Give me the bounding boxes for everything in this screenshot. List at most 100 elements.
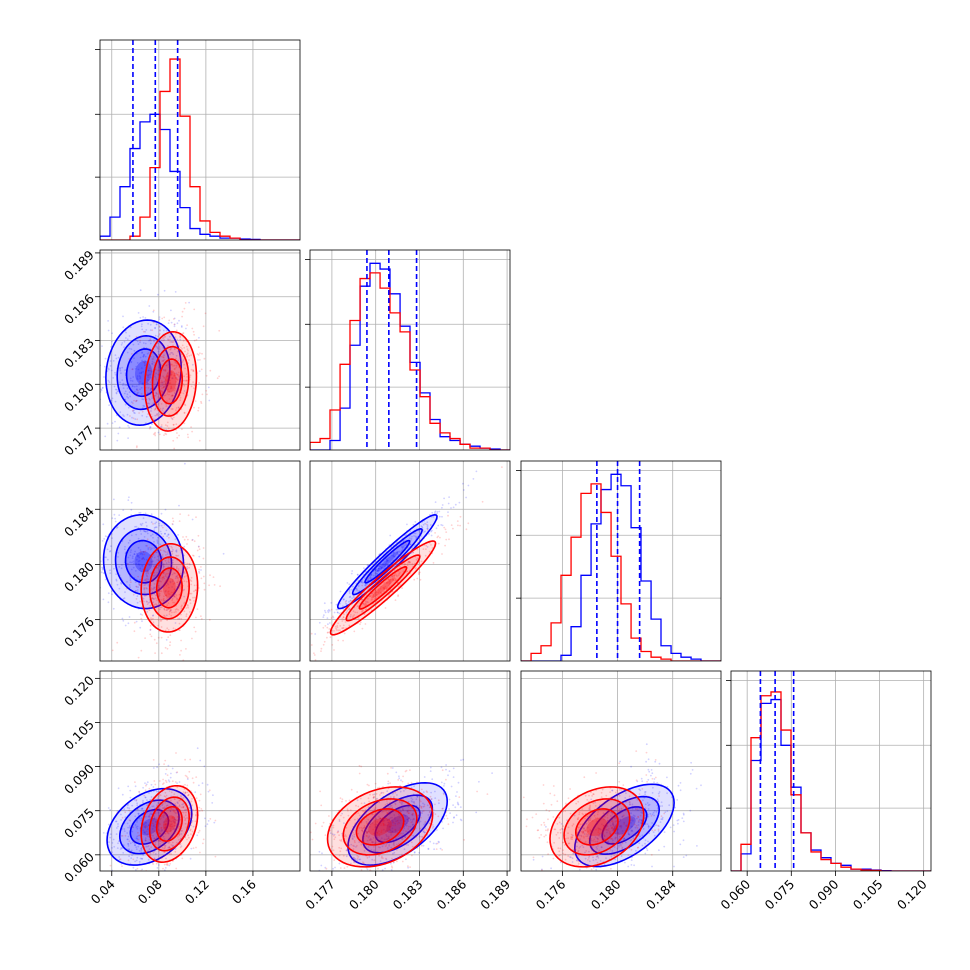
scatter-point bbox=[395, 771, 398, 774]
scatter-point bbox=[366, 831, 368, 834]
scatter-point bbox=[174, 850, 177, 853]
scatter-point bbox=[194, 791, 197, 794]
scatter-point bbox=[163, 316, 166, 319]
scatter-point bbox=[311, 838, 314, 841]
scatter-point bbox=[627, 831, 630, 833]
scatter-point bbox=[175, 390, 178, 393]
density-fill bbox=[134, 551, 153, 573]
scatter-point bbox=[392, 852, 394, 855]
scatter-point bbox=[101, 568, 104, 571]
scatter-point bbox=[183, 580, 186, 582]
scatter-point bbox=[118, 840, 120, 843]
scatter-point bbox=[171, 599, 174, 602]
scatter-point bbox=[441, 504, 444, 506]
scatter-point bbox=[627, 832, 630, 835]
scatter-point bbox=[143, 826, 146, 828]
scatter-point bbox=[612, 821, 614, 824]
scatter-point bbox=[346, 865, 349, 868]
scatter-point bbox=[380, 567, 382, 570]
scatter-point bbox=[182, 811, 185, 814]
scatter-point bbox=[381, 869, 384, 871]
panel-frame bbox=[99, 460, 301, 662]
scatter-point bbox=[167, 592, 170, 595]
scatter-point bbox=[357, 832, 359, 835]
scatter-point bbox=[356, 857, 359, 860]
scatter-point bbox=[399, 584, 401, 586]
scatter-point bbox=[162, 599, 165, 602]
scatter-point bbox=[387, 835, 390, 838]
scatter-point bbox=[91, 844, 93, 846]
scatter-point bbox=[376, 573, 378, 575]
scatter-point bbox=[384, 845, 387, 848]
scatter-point bbox=[185, 811, 187, 814]
scatter-point bbox=[360, 610, 363, 613]
scatter-point bbox=[140, 649, 143, 652]
scatter-point bbox=[654, 776, 657, 779]
scatter-point bbox=[162, 535, 165, 538]
scatter-point bbox=[330, 617, 333, 619]
scatter-point bbox=[343, 598, 345, 600]
scatter-point bbox=[386, 800, 388, 802]
scatter-point bbox=[148, 367, 151, 370]
scatter-point bbox=[425, 523, 428, 526]
scatter-point bbox=[141, 352, 143, 354]
scatter-point bbox=[558, 816, 561, 819]
scatter-point bbox=[118, 426, 121, 429]
scatter-point bbox=[352, 615, 354, 618]
scatter-point bbox=[115, 833, 118, 835]
scatter-point bbox=[152, 418, 155, 421]
scatter-point bbox=[154, 418, 157, 421]
scatter-point bbox=[65, 549, 67, 551]
scatter-point bbox=[172, 583, 175, 585]
scatter-point bbox=[150, 410, 152, 412]
scatter-point bbox=[595, 858, 597, 861]
scatter-point bbox=[152, 614, 155, 617]
scatter-point bbox=[425, 548, 427, 550]
scatter-point bbox=[378, 567, 380, 570]
scatter-point bbox=[183, 572, 186, 574]
scatter-point bbox=[187, 794, 190, 797]
scatter-point bbox=[397, 574, 400, 577]
scatter-point bbox=[368, 825, 371, 828]
scatter-point bbox=[136, 392, 139, 395]
scatter-point bbox=[164, 394, 167, 397]
scatter-point bbox=[394, 572, 397, 575]
scatter-point bbox=[135, 388, 138, 391]
scatter-point bbox=[415, 836, 417, 838]
scatter-point bbox=[370, 838, 373, 841]
scatter-point bbox=[371, 841, 373, 843]
scatter-point bbox=[174, 367, 176, 370]
scatter-point bbox=[169, 348, 172, 351]
scatter-point bbox=[382, 586, 385, 589]
scatter-point bbox=[338, 820, 341, 822]
scatter-point bbox=[386, 835, 388, 838]
scatter-point bbox=[334, 866, 336, 869]
scatter-point bbox=[406, 570, 409, 572]
scatter-point bbox=[141, 564, 144, 567]
scatter-point bbox=[145, 600, 148, 603]
scatter-point bbox=[153, 587, 156, 589]
scatter-point bbox=[589, 817, 592, 819]
scatter-point bbox=[151, 828, 154, 830]
scatter-point bbox=[176, 581, 179, 584]
scatter-point bbox=[170, 373, 173, 376]
scatter-point bbox=[408, 817, 411, 819]
scatter-point bbox=[426, 804, 429, 807]
scatter-point bbox=[183, 411, 186, 414]
scatter-point bbox=[411, 819, 414, 821]
scatter-point bbox=[158, 593, 160, 595]
scatter-point bbox=[636, 817, 638, 820]
scatter-point bbox=[208, 789, 211, 792]
scatter-point bbox=[175, 804, 177, 807]
scatter-point bbox=[452, 506, 455, 509]
scatter-point bbox=[169, 825, 172, 827]
scatter-point bbox=[404, 836, 406, 838]
scatter-point bbox=[129, 819, 132, 822]
scatter-point bbox=[422, 548, 425, 550]
scatter-point bbox=[438, 515, 441, 518]
scatter-point bbox=[380, 585, 382, 588]
scatter-point bbox=[401, 834, 404, 837]
scatter-point bbox=[345, 826, 348, 829]
scatter-point bbox=[375, 568, 378, 571]
scatter-point bbox=[176, 373, 179, 376]
